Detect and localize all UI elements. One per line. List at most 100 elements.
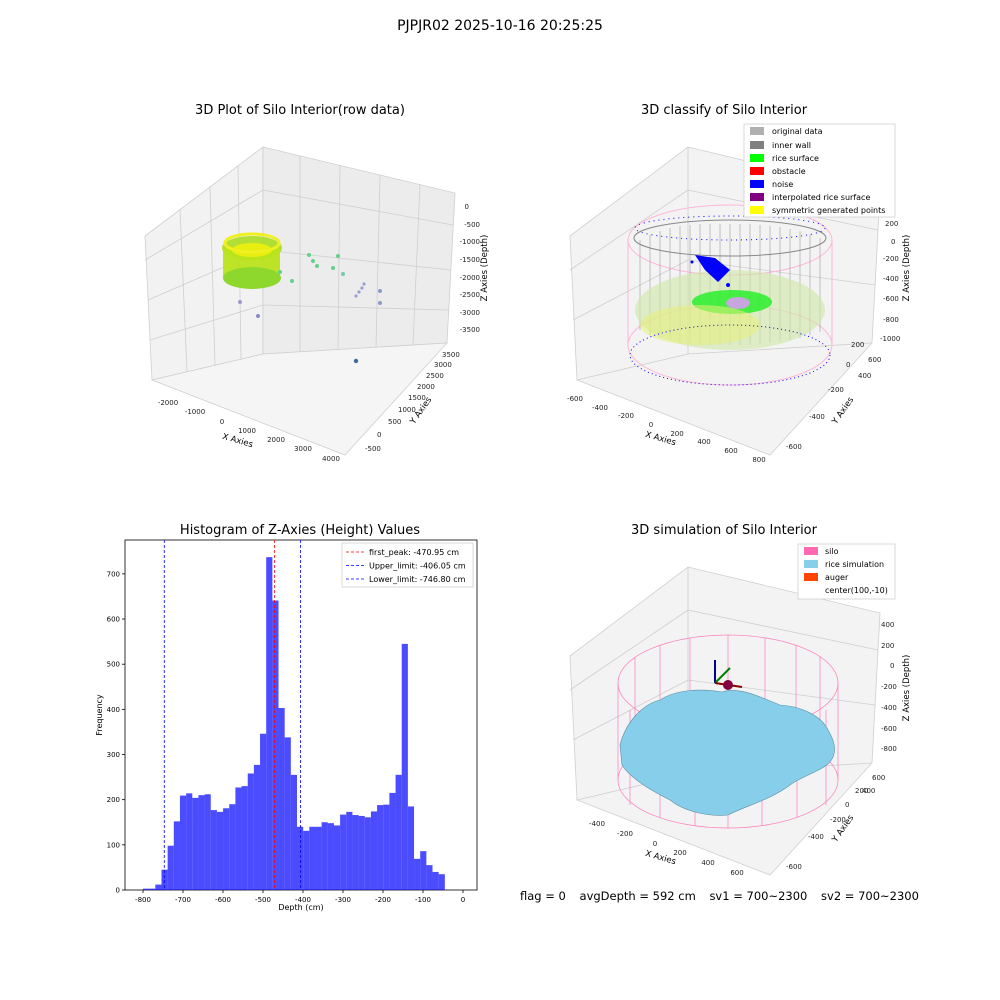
classify-ztick: 0 [891,238,895,246]
histogram-ylabel: Frequency [95,694,104,736]
auger-marker [714,660,743,690]
histogram-bar [198,795,205,890]
classify-ytick: 200 [851,341,864,349]
simulation-ytick: -600 [786,863,802,871]
histogram-bar [370,811,378,890]
legend-label: auger [825,573,849,582]
simulation-xtick: -200 [617,830,633,838]
raw-point-cloud [222,232,282,289]
raw-zlabel: Z Axies (Depth) [480,235,490,302]
histogram-legend-label: Upper_limit: -406.05 cm [369,562,466,571]
histogram-xlabel: Depth (cm) [278,903,323,912]
inner-wall-top-rim [633,219,827,257]
figure-title: PJPJR02 2025-10-16 20:25:25 [397,18,603,34]
histogram-bar [315,826,322,890]
footer-stats: flag = 0 avgDepth = 592 cm sv1 = 700~230… [520,889,929,903]
histogram-xtick-label: -100 [415,896,431,904]
classify-ztick: -200 [883,255,899,263]
simulation-ytick: -200 [830,816,846,824]
histogram-bar [143,888,150,890]
classify-xtick: -400 [592,404,608,412]
classify-xtick: 0 [649,421,653,429]
classify-ylabel: Y Axies [830,395,857,427]
simulation-ztick: -800 [881,745,897,753]
classify-zlabel: Z Axies (Depth) [902,235,912,302]
histogram-bar [192,797,199,890]
raw-ytick: 2000 [417,383,435,391]
histogram-bar [173,821,180,890]
raw-ztick: -3500 [460,326,480,334]
histogram-bar [303,830,310,890]
histogram-ytick-label: 0 [116,887,120,895]
simulation-xtick: 400 [701,859,714,867]
legend-label: original data [772,127,823,136]
classify-xtick: 800 [752,456,765,464]
raw-ytick: 500 [388,418,401,426]
histogram-bar [260,733,267,890]
legend-label: noise [772,180,793,189]
legend-label: center(100,-10) [825,586,888,595]
histogram-bar [389,792,396,890]
classify-ztick: -400 [883,275,899,283]
legend-swatch-silo [804,547,818,555]
avg-depth-value: avgDepth = 592 cm [579,889,696,903]
raw-ytick: 1000 [398,406,416,414]
histogram-bar [241,786,248,890]
raw-ztick: -3000 [460,309,480,317]
histogram-legend-box [341,542,474,588]
simulation-xtick: 0 [653,840,657,848]
histogram-bar [407,806,415,890]
simulation-ztick: 0 [890,662,894,670]
histogram-bar [155,884,162,890]
histogram-bar [253,764,261,890]
histogram-bar [426,865,433,890]
raw-ztick: -1000 [460,238,480,246]
sv1-value: sv1 = 700~2300 [709,889,808,903]
histogram-legend-label: Lower_limit: -746.80 cm [369,575,466,584]
histogram-bar [161,869,168,890]
histogram-bar [247,773,254,890]
legend-swatch-obstacle [750,167,764,175]
histogram-bar [327,823,334,890]
histogram-bar [333,825,341,890]
histogram-bar [229,804,236,890]
raw-ytick: 1500 [408,394,426,402]
raw-xtick: 1000 [238,427,256,435]
raw-xtick: 4000 [322,455,340,463]
histogram-bar [352,815,359,890]
legend-swatch-interpolated [750,193,764,201]
histogram-bar [420,851,427,890]
histogram-bar [358,815,365,890]
simulation-ztick: 400 [881,621,894,629]
simulation-ytick: -400 [808,833,824,841]
classify-legend: original data inner wall rice surface ob… [743,123,896,218]
histogram-ytick-label: 700 [107,570,120,578]
rice-simulation-surface [619,689,835,816]
histogram-vlines [163,540,301,890]
classify-ytick: 400 [858,372,871,380]
simulation-ztick: -400 [881,704,897,712]
histogram-bar [204,794,211,890]
raw-ztick: 0 [465,203,469,211]
simulation-ytick: 400 [862,787,875,795]
histogram-xtick-label: 0 [461,896,465,904]
histogram-xtick-label: -500 [255,896,271,904]
raw-3d-axes-box [144,146,456,456]
classify-ytick: -600 [786,443,802,451]
histogram-ytick-label: 600 [107,616,120,624]
histogram-chart: -800 -700 -600 -500 -400 -300 -200 -100 0 0 100 20… [95,539,478,912]
histogram-bar [364,817,371,890]
histogram-bar [309,826,316,890]
raw-ztick: -2000 [460,274,480,282]
raw-ytick: 2500 [426,372,444,380]
simulation-xtick: -400 [589,820,605,828]
histogram-legend: first_peak: -470.95 cm Upper_limit: -406.… [341,542,474,588]
raw-ytick: 3500 [442,351,460,359]
simulation-ytick: 200 [855,787,868,795]
histogram-bar [223,808,230,890]
histogram-xticks: -800 -700 -600 -500 -400 -300 -200 -100 0 [135,890,465,904]
raw-ztick: -500 [464,221,480,229]
legend-label: inner wall [772,141,811,150]
simulation-xtick: 600 [730,869,743,877]
legend-label: rice simulation [825,560,884,569]
